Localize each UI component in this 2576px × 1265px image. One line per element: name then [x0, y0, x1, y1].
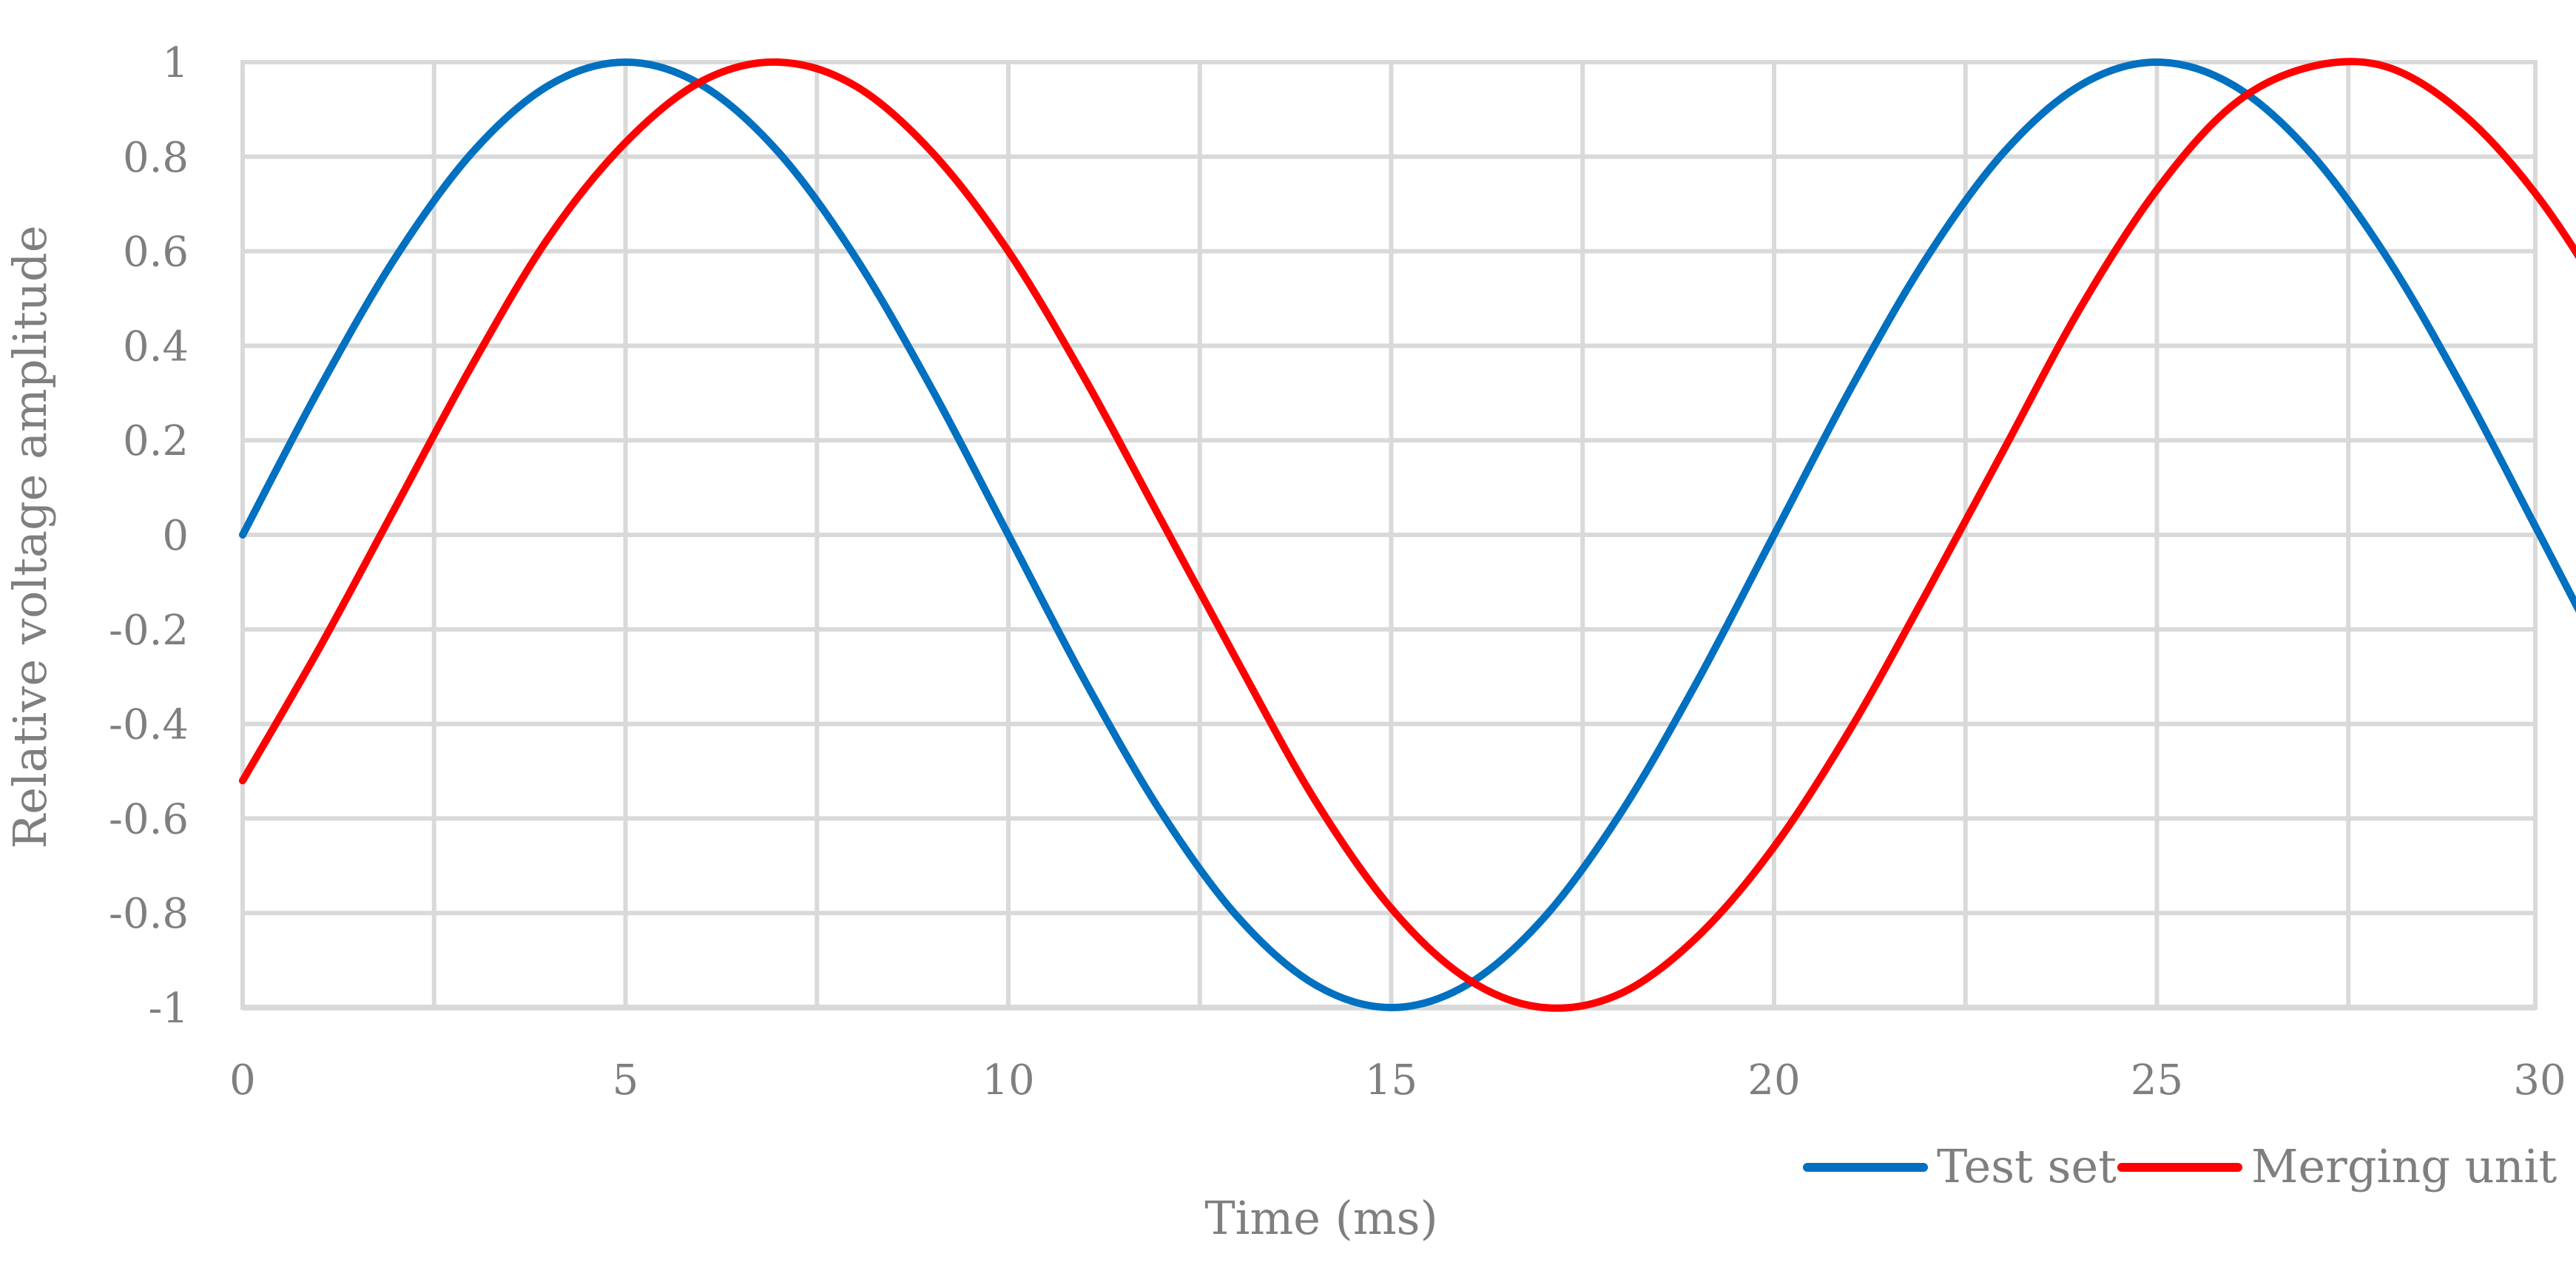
- series-lines: [239, 58, 2576, 1012]
- y-tick-label: -0.8: [109, 890, 189, 938]
- y-tick-label: 1: [162, 39, 189, 87]
- y-axis-ticks: 1 0.8 0.6 0.4 0.2 0 -0.2 -0.4 -0.6 -0.8 -1: [109, 39, 189, 1033]
- y-tick-label: 0.6: [123, 229, 189, 277]
- x-tick-label: 5: [613, 1056, 639, 1104]
- x-axis-ticks: 0510152025303540455055: [229, 1056, 2566, 1104]
- series-line-merging-unit: [239, 58, 2576, 1012]
- legend-label-test-set: Test set: [1937, 1139, 2117, 1193]
- x-axis-title: Time (ms): [1204, 1191, 1437, 1245]
- x-tick-label: 20: [1747, 1056, 1800, 1104]
- y-tick-label: 0.2: [123, 417, 189, 465]
- y-tick-label: -0.4: [109, 701, 189, 749]
- x-tick-label: 0: [229, 1056, 256, 1104]
- x-tick-label: 15: [1365, 1056, 1417, 1104]
- x-tick-label: 10: [982, 1056, 1034, 1104]
- y-tick-label: -0.6: [109, 795, 189, 843]
- y-tick-label: -1: [148, 985, 189, 1033]
- y-tick-label: 0.4: [123, 323, 189, 371]
- y-tick-label: -0.2: [109, 607, 189, 655]
- legend: Test set Merging unit: [1803, 1139, 2557, 1193]
- y-axis-title: Relative voltage amplitude: [3, 226, 57, 849]
- series-line-test-set: [239, 58, 2576, 1011]
- x-tick-label: 25: [2131, 1056, 2183, 1104]
- grid: [240, 60, 2538, 1011]
- y-tick-label: 0.8: [123, 134, 189, 182]
- y-tick-label: 0: [162, 512, 189, 560]
- x-tick-label: 30: [2513, 1056, 2566, 1104]
- legend-label-merging-unit: Merging unit: [2251, 1139, 2557, 1193]
